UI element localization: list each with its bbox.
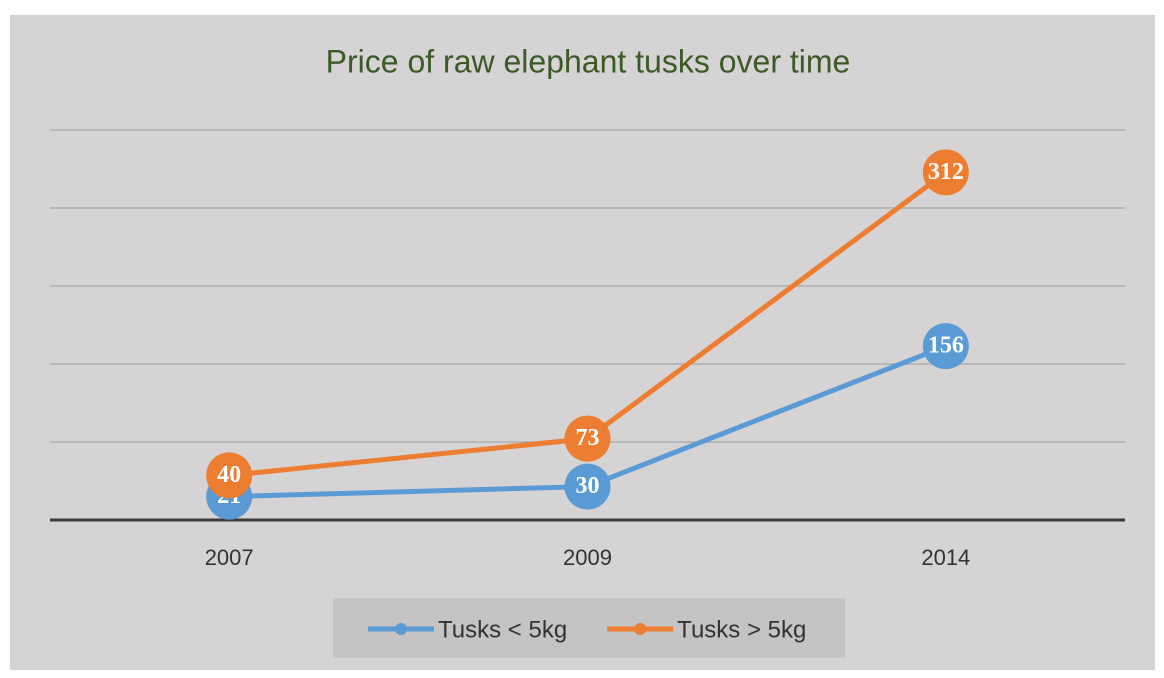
data-label: 30 <box>576 473 600 499</box>
data-point <box>206 452 253 499</box>
data-label: 40 <box>217 462 241 488</box>
legend-label: Tusks > 5kg <box>677 616 806 643</box>
legend-marker <box>395 623 407 635</box>
data-label: 156 <box>928 333 964 359</box>
x-tick-label: 2014 <box>921 545 970 570</box>
legend-label: Tusks < 5kg <box>438 616 567 643</box>
data-label: 312 <box>928 159 964 185</box>
data-label: 73 <box>576 425 600 451</box>
x-tick-label: 2007 <box>205 545 254 570</box>
chart-background <box>10 15 1155 670</box>
chart-title: Price of raw elephant tusks over time <box>326 43 851 79</box>
legend-marker <box>634 623 647 635</box>
data-point <box>564 415 611 462</box>
x-tick-label: 2009 <box>563 545 612 570</box>
data-point <box>564 463 611 510</box>
data-point <box>922 323 969 370</box>
data-point <box>922 149 969 196</box>
